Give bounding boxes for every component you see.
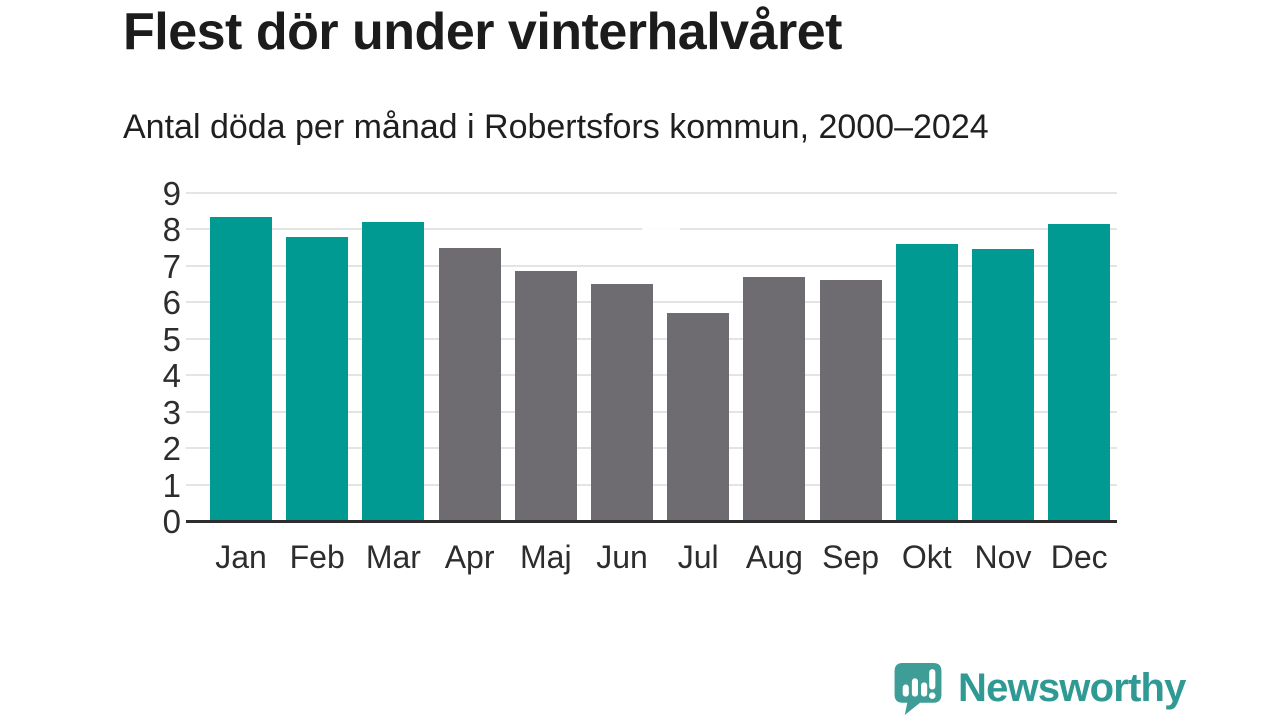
x-tick-label: Feb bbox=[289, 539, 345, 575]
x-tick-label: Jan bbox=[215, 539, 267, 575]
chart-subtitle: Antal döda per månad i Robertsfors kommu… bbox=[123, 108, 989, 146]
bar-maj bbox=[514, 271, 577, 521]
x-tick-label: Sep bbox=[822, 539, 880, 575]
x-tick-label: Nov bbox=[974, 539, 1032, 575]
bar-jul bbox=[667, 313, 730, 521]
x-tick-label: Jun bbox=[596, 539, 648, 575]
y-tick-label: 1 bbox=[162, 466, 181, 504]
y-tick-label: 5 bbox=[162, 320, 181, 358]
bar-aug bbox=[743, 276, 806, 521]
bar-okt bbox=[895, 244, 958, 521]
x-tick-label: Maj bbox=[520, 539, 572, 575]
y-tick-label: 4 bbox=[162, 357, 181, 395]
gridline bbox=[186, 192, 1117, 194]
x-tick-label: Jul bbox=[677, 539, 719, 575]
bar-mar bbox=[362, 222, 425, 521]
bar-dec bbox=[1048, 223, 1111, 521]
bar-jun bbox=[591, 284, 653, 521]
gridline-gap-artifact bbox=[642, 224, 680, 235]
x-axis-line bbox=[186, 519, 1117, 523]
x-tick-label: Apr bbox=[444, 539, 495, 575]
bar-jan bbox=[210, 216, 272, 521]
x-tick-label: Okt bbox=[901, 539, 952, 575]
newsworthy-branding: Newsworthy bbox=[893, 662, 1186, 715]
bar-feb bbox=[286, 236, 349, 521]
gridline bbox=[186, 264, 1117, 267]
bar-apr bbox=[438, 247, 501, 521]
newsworthy-logo-text: Newsworthy bbox=[958, 666, 1186, 710]
y-tick-label: 2 bbox=[162, 430, 181, 468]
x-tick-label: Mar bbox=[365, 539, 421, 575]
x-tick-label: Aug bbox=[745, 539, 803, 575]
y-tick-label: 3 bbox=[162, 393, 181, 431]
y-tick-label: 0 bbox=[162, 503, 181, 540]
y-tick-label: 8 bbox=[162, 211, 181, 249]
y-tick-label: 7 bbox=[162, 247, 181, 285]
newsworthy-logo-icon bbox=[894, 663, 942, 715]
bar-nov bbox=[972, 249, 1034, 521]
y-tick-label: 9 bbox=[162, 175, 181, 212]
x-tick-label: Dec bbox=[1050, 539, 1108, 575]
chart-title: Flest dör under vinterhalvåret bbox=[123, 3, 842, 61]
bar-sep bbox=[819, 280, 882, 521]
y-tick-label: 6 bbox=[162, 284, 181, 322]
